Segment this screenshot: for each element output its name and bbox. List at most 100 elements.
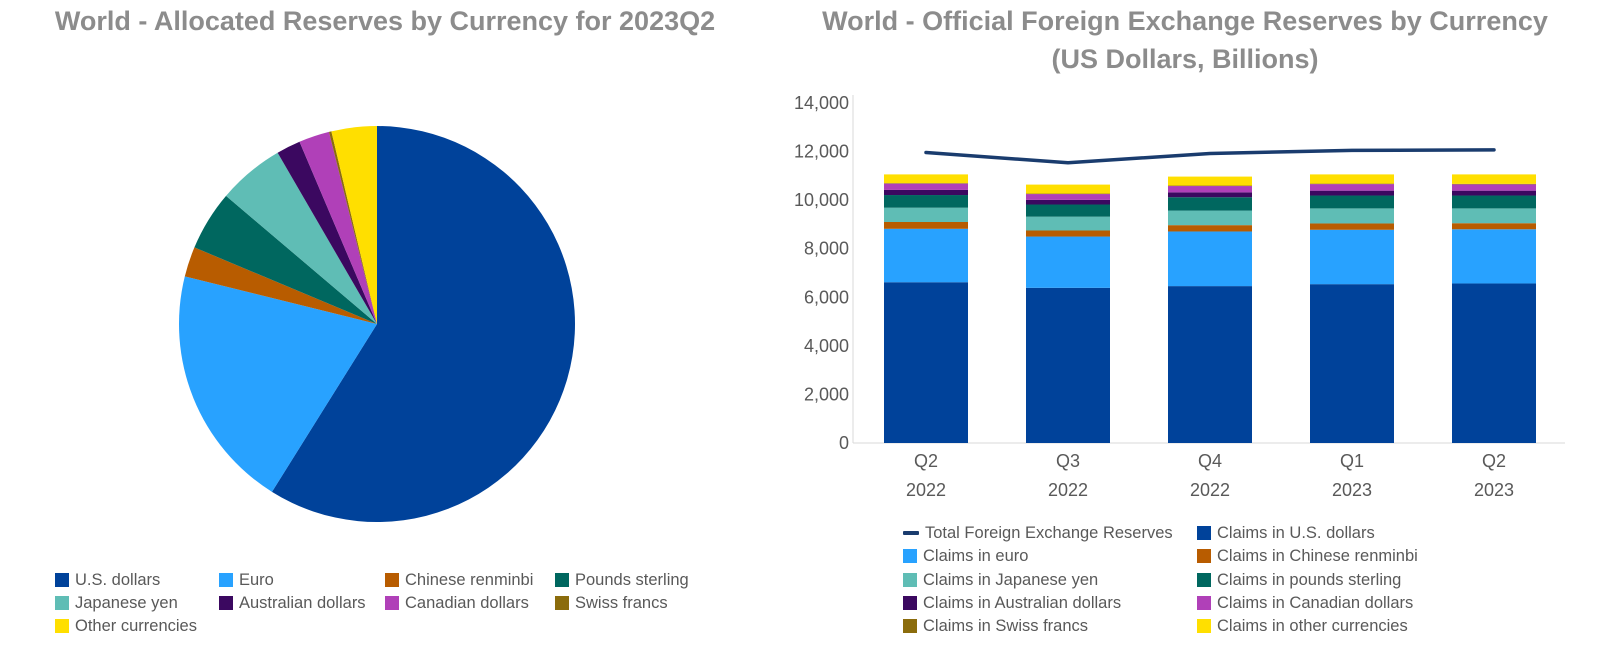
bar-segment-aud (1310, 190, 1394, 196)
bar-segment-usd (1026, 287, 1110, 443)
bar-segment-jpy (1452, 208, 1536, 224)
pie-slice-gbp (194, 195, 377, 324)
y-tick-label: 2,000 (804, 384, 849, 404)
chf-swatch (555, 596, 569, 610)
jpy-swatch (55, 596, 69, 610)
pie-slice-jpy (226, 152, 377, 324)
bar-legend-item-gbp: Claims in pounds sterling (1197, 569, 1401, 591)
x-tick-label: 2023 (1332, 480, 1372, 500)
pie-legend-item-usd: U.S. dollars (55, 569, 160, 591)
bar-legend-item-cny: Claims in Chinese renminbi (1197, 545, 1418, 567)
x-tick-label: Q3 (1056, 451, 1080, 471)
legend-label: Australian dollars (239, 593, 366, 612)
bar-chart-subtitle: (US Dollars, Billions) (1051, 44, 1319, 74)
aud-swatch (903, 596, 917, 610)
bar-segment-other (884, 174, 968, 184)
bar-segment-eur (1026, 236, 1110, 288)
legend-label: Claims in Canadian dollars (1217, 593, 1414, 612)
x-tick-label: 2022 (1190, 480, 1230, 500)
bar-legend-item-cad: Claims in Canadian dollars (1197, 592, 1413, 614)
bar-segment-usd (1452, 283, 1536, 443)
bar-segment-other (1310, 174, 1394, 184)
pie-chart-title: World - Allocated Reserves by Currency f… (54, 6, 716, 36)
y-tick-label: 12,000 (794, 142, 849, 162)
bar-segment-usd (1168, 286, 1252, 443)
bar-segment-usd (1310, 284, 1394, 443)
bar-segment-cny (884, 222, 968, 229)
bar-segment-cny (1026, 230, 1110, 237)
bar-segment-gbp (1452, 195, 1536, 209)
pie-legend-item-chf: Swiss francs (555, 592, 668, 614)
bar-segment-jpy (1026, 216, 1110, 231)
legend-label: Chinese renminbi (405, 570, 534, 589)
legend-label: Swiss francs (575, 593, 668, 612)
x-tick-label: Q1 (1340, 451, 1364, 471)
gbp-swatch (1197, 573, 1211, 587)
bar-legend-item-total: Total Foreign Exchange Reserves (903, 522, 1173, 544)
bar-segment-cad (1168, 186, 1252, 193)
legend-label: Euro (239, 570, 274, 589)
y-tick-label: 10,000 (794, 190, 849, 210)
pie-slice-cad (299, 131, 377, 324)
bar-segment-aud (1168, 192, 1252, 198)
x-tick-label: Q4 (1198, 451, 1222, 471)
aud-swatch (219, 596, 233, 610)
y-tick-label: 4,000 (804, 336, 849, 356)
usd-swatch (55, 573, 69, 587)
legend-label: Pounds sterling (575, 570, 689, 589)
bar-segment-eur (1168, 231, 1252, 287)
pie-legend-item-gbp: Pounds sterling (555, 569, 689, 591)
legend-label: Claims in U.S. dollars (1217, 523, 1375, 542)
bar-legend-item-aud: Claims in Australian dollars (903, 592, 1121, 614)
x-tick-label: Q2 (1482, 451, 1506, 471)
y-tick-label: 0 (839, 433, 849, 453)
cad-swatch (1197, 596, 1211, 610)
cny-swatch (385, 573, 399, 587)
legend-label: Claims in euro (923, 546, 1029, 565)
pie-slice-chf (328, 131, 377, 324)
bar-segment-aud (884, 189, 968, 196)
bar-chart-title: World - Official Foreign Exchange Reserv… (770, 2, 1600, 78)
legend-label: Claims in other currencies (1217, 616, 1408, 635)
other-swatch (1197, 619, 1211, 633)
bar-segment-other (1168, 176, 1252, 186)
y-tick-label: 6,000 (804, 287, 849, 307)
legend-label: Claims in Australian dollars (923, 593, 1122, 612)
legend-label: U.S. dollars (75, 570, 161, 589)
bar-segment-other (1026, 184, 1110, 194)
bar-segment-gbp (1310, 195, 1394, 209)
x-tick-label: 2022 (906, 480, 946, 500)
bar-chart-title-main: World - Official Foreign Exchange Reserv… (822, 6, 1548, 36)
pie-slice-eur (178, 276, 377, 492)
bar-segment-eur (884, 228, 968, 283)
x-tick-label: 2023 (1474, 480, 1514, 500)
other-swatch (55, 619, 69, 633)
legend-label: Total Foreign Exchange Reserves (925, 523, 1173, 542)
pie-legend-item-cny: Chinese renminbi (385, 569, 533, 591)
bar-legend-item-eur: Claims in euro (903, 545, 1028, 567)
x-tick-label: Q2 (914, 451, 938, 471)
bar-legend-item-other: Claims in other currencies (1197, 615, 1408, 637)
chf-swatch (903, 619, 917, 633)
bar-segment-cny (1310, 223, 1394, 230)
bar-segment-aud (1026, 199, 1110, 205)
cad-swatch (385, 596, 399, 610)
pie-legend-item-cad: Canadian dollars (385, 592, 529, 614)
total-line-swatch (903, 531, 919, 535)
bar-legend-item-usd: Claims in U.S. dollars (1197, 522, 1375, 544)
pie-legend-item-aud: Australian dollars (219, 592, 366, 614)
bar-legend-item-chf: Claims in Swiss francs (903, 615, 1088, 637)
bar-segment-gbp (884, 195, 968, 208)
bar-segment-cad (1310, 184, 1394, 191)
pie-slice-usd (271, 126, 576, 523)
legend-label: Claims in Swiss francs (923, 616, 1089, 635)
pie-legend-item-jpy: Japanese yen (55, 592, 178, 614)
pie-slice-cny (184, 247, 377, 324)
eur-swatch (903, 549, 917, 563)
gbp-swatch (555, 573, 569, 587)
legend-label: Japanese yen (75, 593, 178, 612)
legend-label: Claims in pounds sterling (1217, 570, 1402, 589)
eur-swatch (219, 573, 233, 587)
y-tick-label: 14,000 (794, 93, 849, 113)
bar-segment-other (1452, 174, 1536, 184)
